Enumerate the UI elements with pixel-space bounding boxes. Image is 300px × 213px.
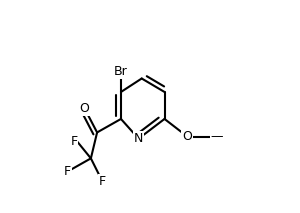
Text: F: F	[99, 175, 106, 188]
Text: O: O	[182, 130, 192, 143]
Text: —: —	[210, 130, 223, 143]
Text: Br: Br	[114, 65, 128, 78]
Text: F: F	[64, 165, 70, 178]
Text: N: N	[134, 132, 143, 145]
Text: O: O	[80, 102, 90, 115]
Text: F: F	[70, 135, 77, 148]
